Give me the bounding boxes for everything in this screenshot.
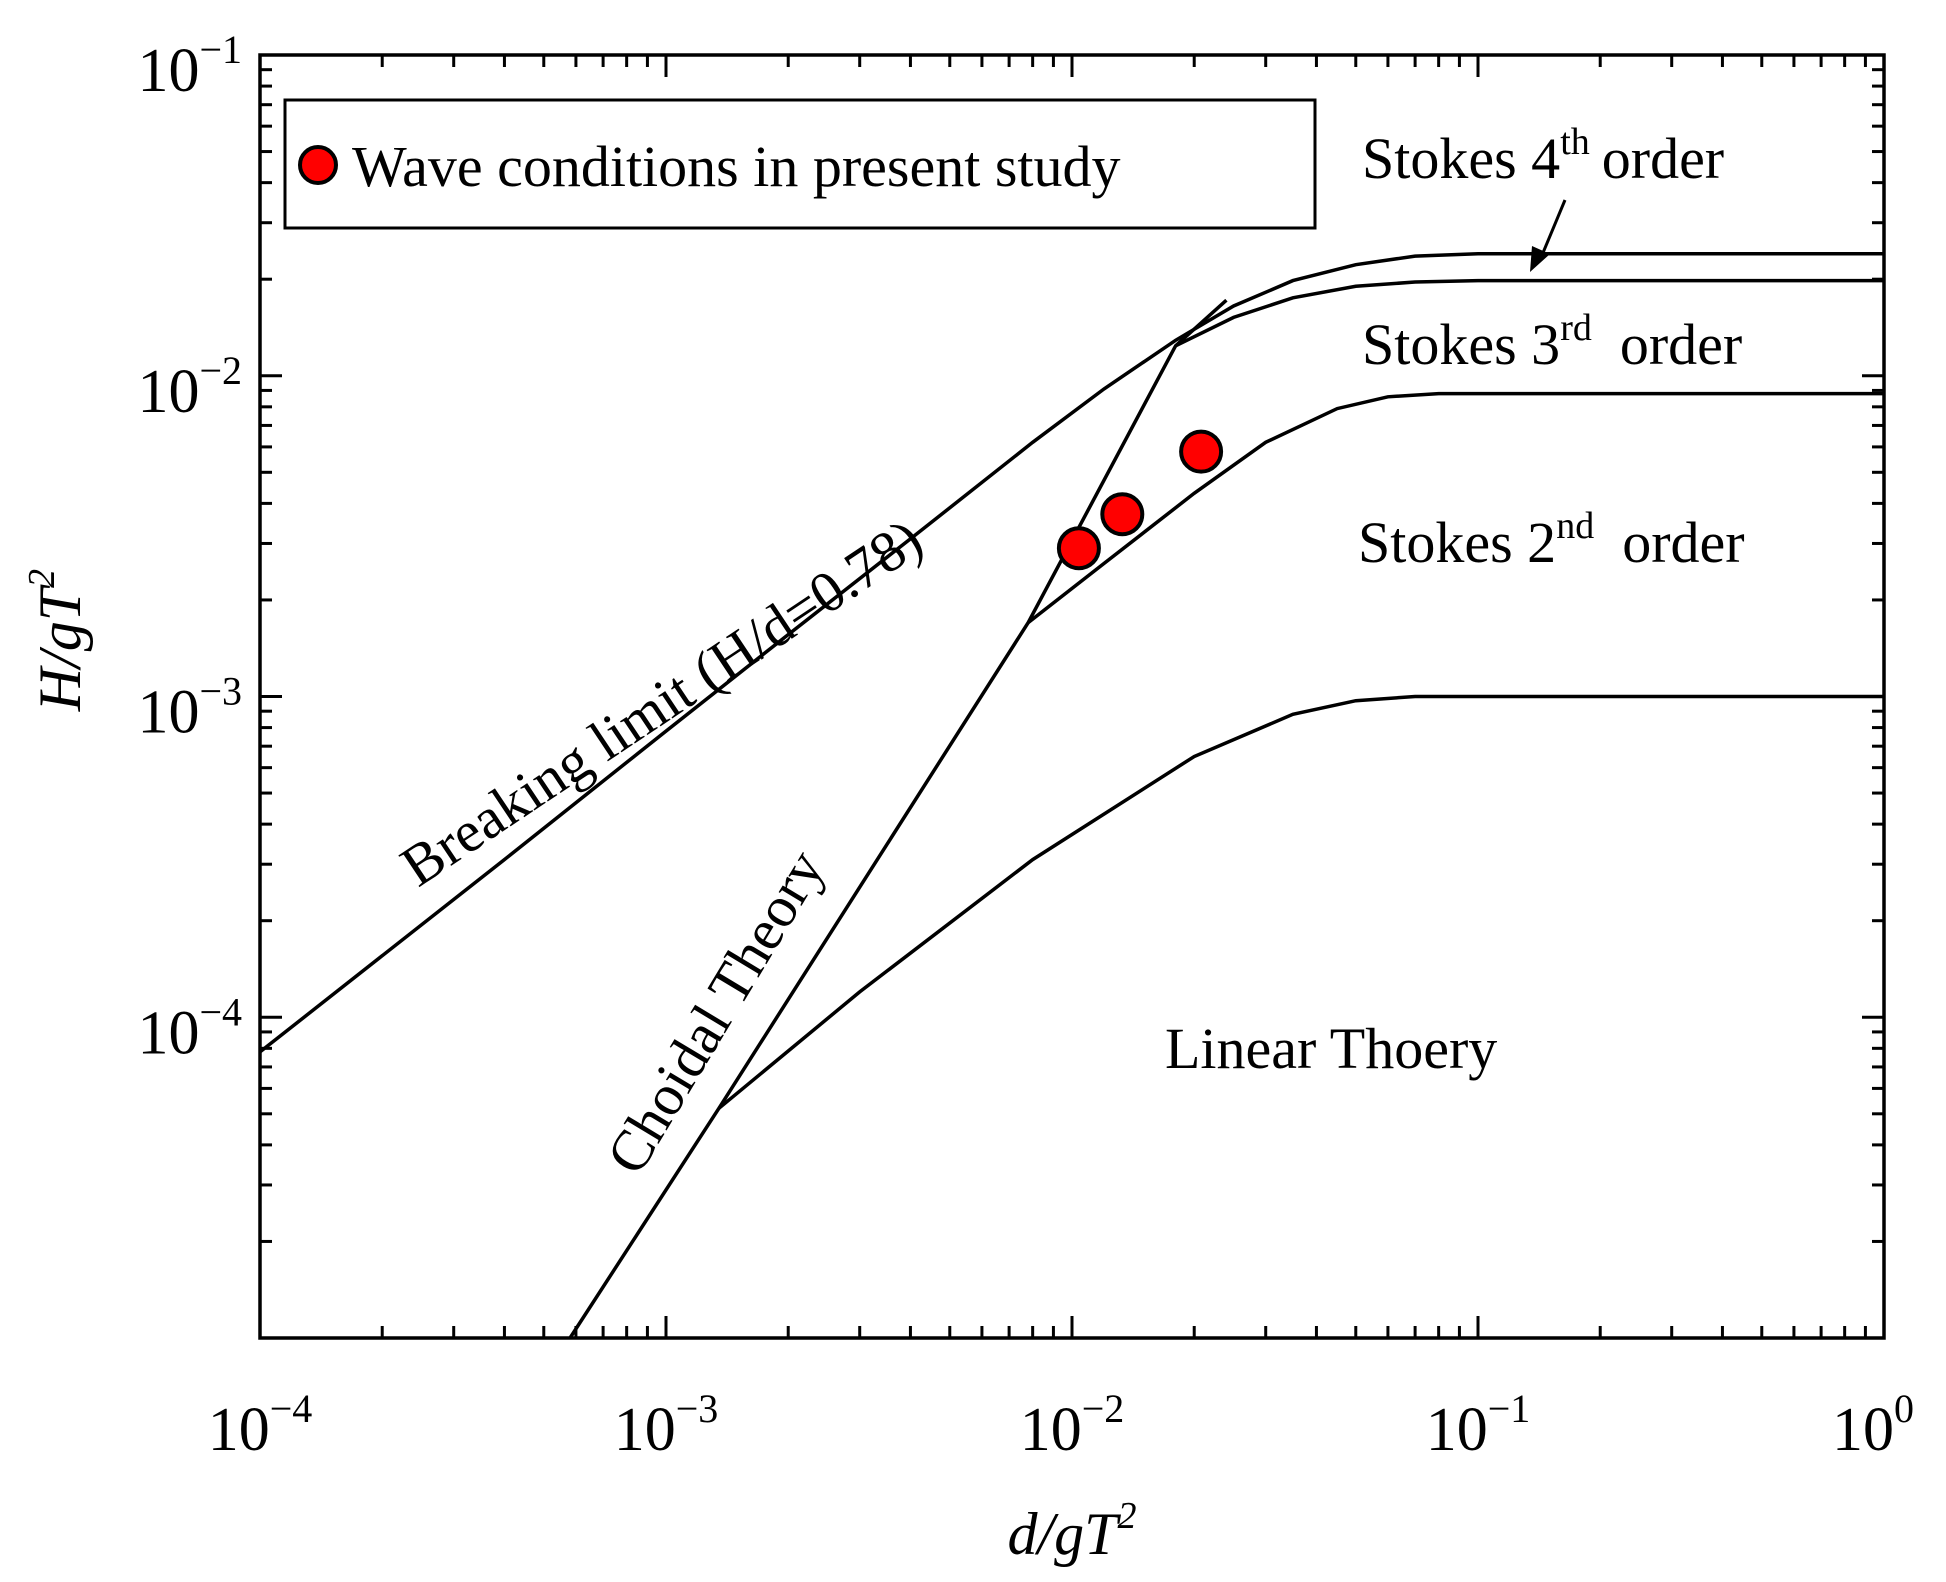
x-tick-label: 10−2	[1020, 1386, 1125, 1464]
x-tick-label: 10−3	[614, 1386, 719, 1464]
y-tick-label: 10−1	[137, 27, 242, 105]
breaking-limit-label: Breaking limit (H/d=0.78)	[389, 506, 933, 899]
linear-theory-label: Linear Thoery	[1165, 1016, 1497, 1081]
data-point	[1179, 429, 1224, 474]
stokes-4th-arrow	[1530, 199, 1567, 272]
legend-label: Wave conditions in present study	[352, 134, 1121, 199]
y-tick-label: 10−4	[137, 989, 242, 1067]
x-tick-label: 10−4	[208, 1386, 313, 1464]
axis-ticks	[258, 53, 1886, 1340]
legend-box	[283, 98, 1317, 230]
legend-marker	[298, 145, 338, 185]
data-point	[1100, 492, 1145, 537]
x-axis-title: d/gT2	[1007, 1495, 1136, 1567]
curve-1	[1174, 278, 1884, 348]
curve-3	[717, 694, 1884, 1110]
data-point	[1056, 526, 1101, 571]
y-axis-title: H/gT2	[21, 569, 93, 712]
x-tick-label: 100	[1832, 1386, 1914, 1464]
stokes-2nd-label: Stokes 2nd order	[1358, 505, 1745, 575]
x-tick-label: 10−1	[1426, 1386, 1531, 1464]
stokes-3rd-label: Stokes 3rd order	[1362, 307, 1742, 377]
curve-4	[568, 298, 1228, 1339]
choidal-theory-label: Choidal Theory	[593, 839, 837, 1185]
axis-tick-labels: 10−4 10−3 10−2 10−1 100 10−4 10−3 10−2 10−1	[137, 27, 1914, 1464]
data-points	[1056, 429, 1224, 571]
legend: Wave conditions in present study	[283, 98, 1317, 230]
curve-2	[1027, 391, 1884, 624]
y-tick-label: 10−3	[137, 669, 242, 747]
stokes-4th-label: Stokes 4th order	[1362, 121, 1724, 191]
y-tick-label: 10−2	[137, 348, 242, 426]
